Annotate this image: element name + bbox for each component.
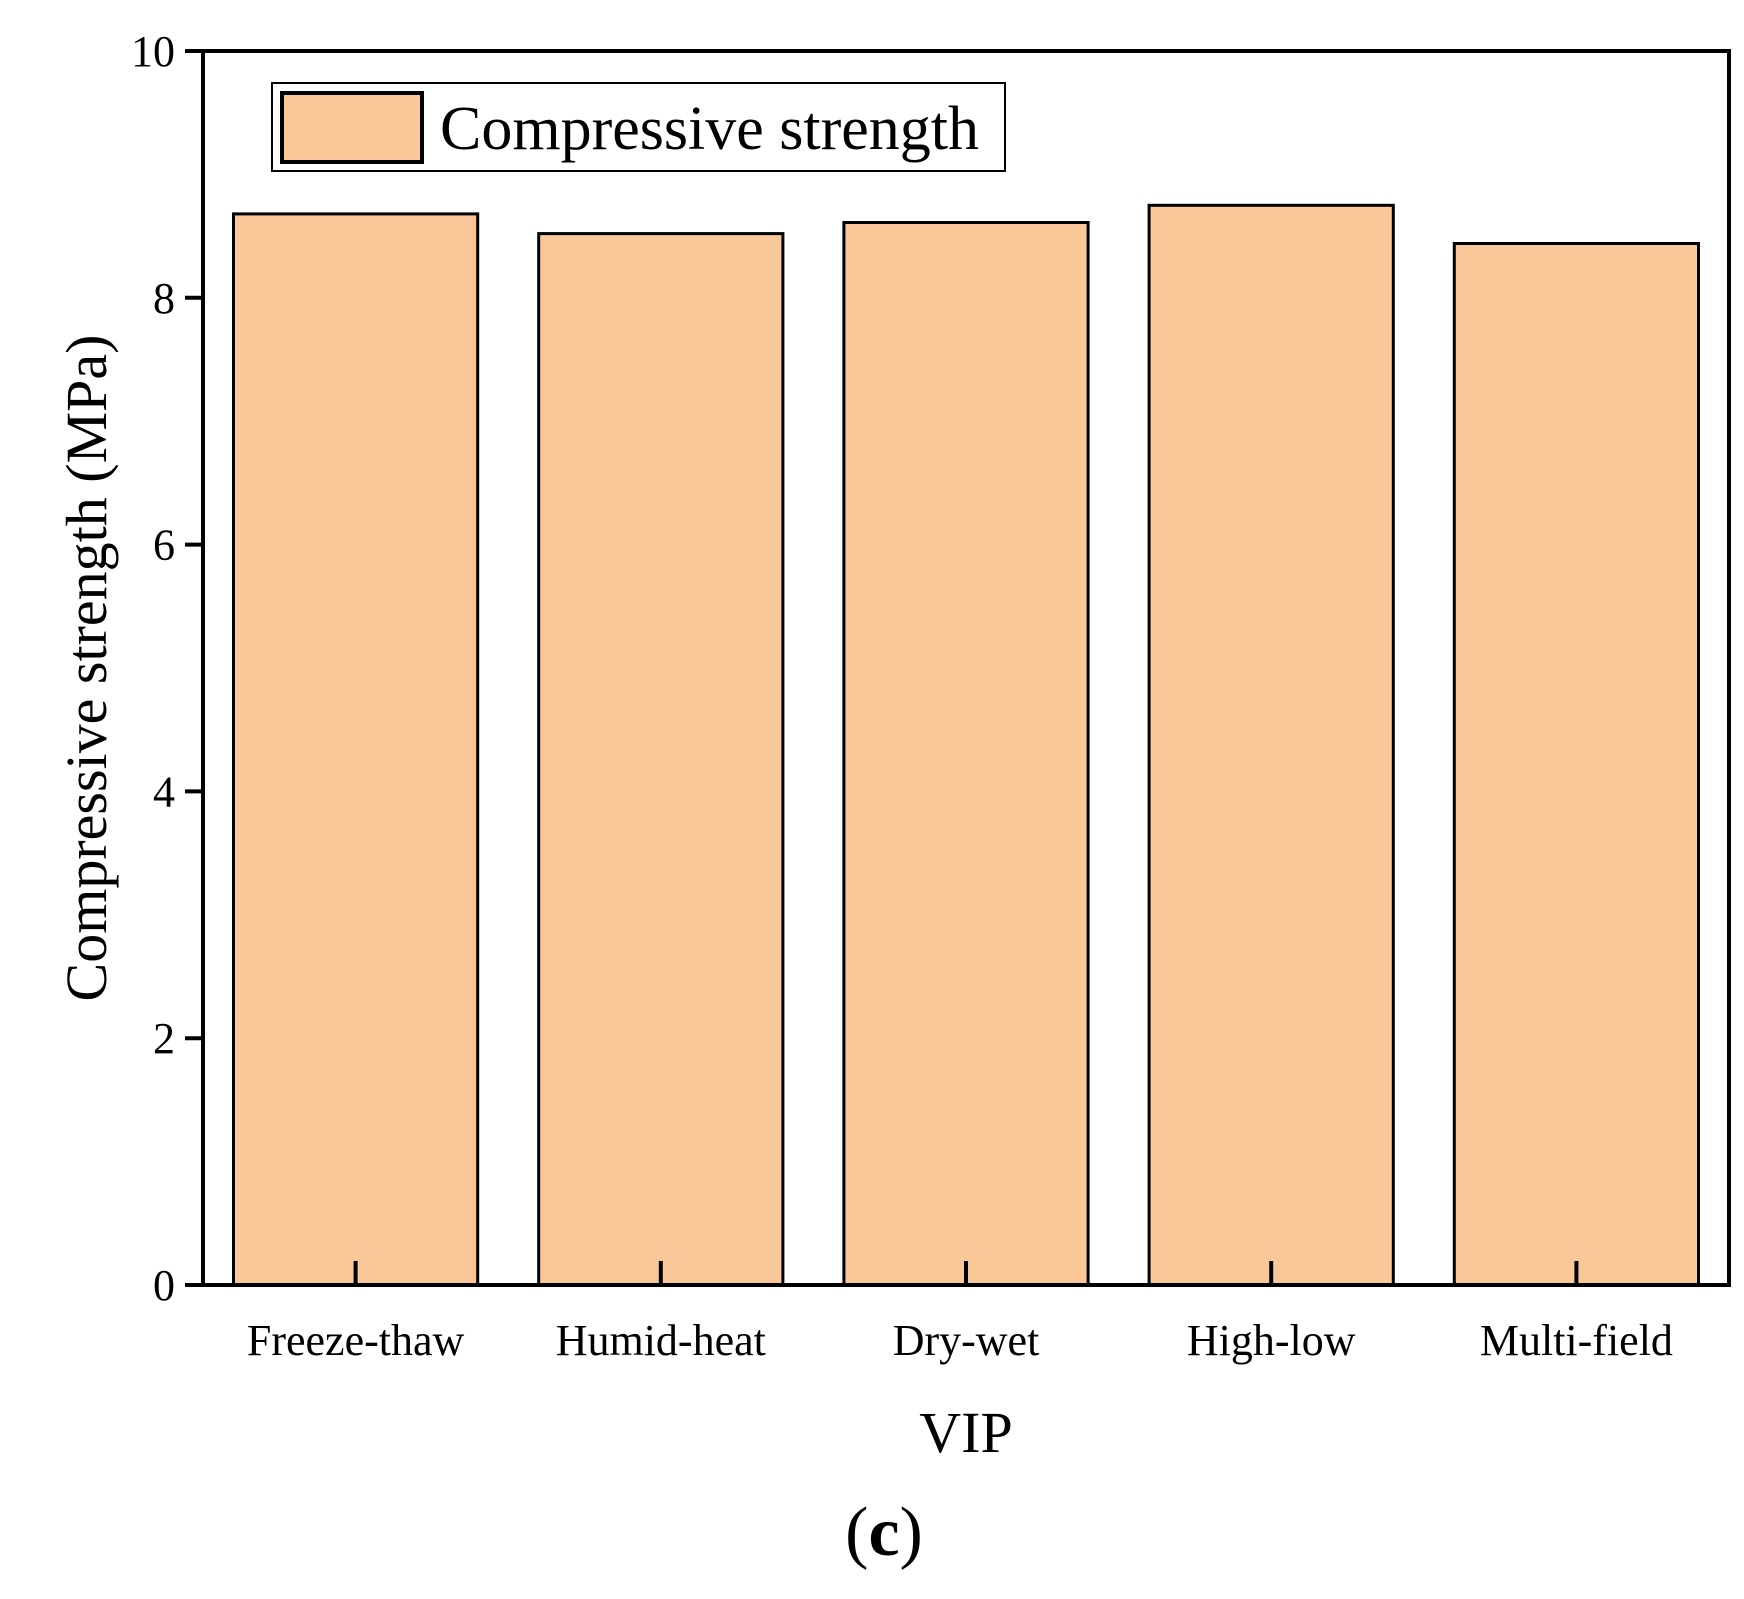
bar-high-low [1147, 203, 1395, 1287]
x-tick-label: Dry-wet [893, 1316, 1040, 1365]
bar-humid-heat [537, 232, 785, 1287]
panel-label-open: ( [845, 1494, 868, 1571]
y-tick-label: 0 [153, 1261, 175, 1310]
legend: Compressive strength [271, 82, 1006, 172]
bars-layer [232, 203, 1701, 1287]
legend-label: Compressive strength [440, 95, 979, 163]
y-axis-title: Compressive strength (MPa) [54, 335, 119, 1002]
x-axis-title: VIP [919, 1400, 1012, 1465]
panel-label: (c) [845, 1494, 923, 1571]
y-tick-label: 8 [153, 274, 175, 323]
panel-label-letter: c [868, 1494, 899, 1571]
bar-dry-wet [842, 221, 1090, 1287]
panel-label-close: ) [900, 1494, 923, 1571]
legend-swatch [280, 91, 424, 164]
y-tick-label: 10 [131, 27, 175, 76]
y-tick-label: 4 [153, 767, 175, 816]
x-tick-label: Humid-heat [556, 1316, 766, 1365]
x-tick-label: Multi-field [1480, 1316, 1673, 1365]
ticks-layer [185, 49, 1579, 1287]
bar-multi-field [1452, 242, 1701, 1287]
x-tick-label: Freeze-thaw [247, 1316, 465, 1365]
labels-layer: Freeze-thaw Humid-heat Dry-wet High-low Mult… [131, 27, 1673, 1365]
bar-freeze-thaw [232, 212, 480, 1287]
x-tick-label: High-low [1187, 1316, 1356, 1365]
y-tick-label: 2 [153, 1014, 175, 1063]
y-tick-label: 6 [153, 521, 175, 570]
